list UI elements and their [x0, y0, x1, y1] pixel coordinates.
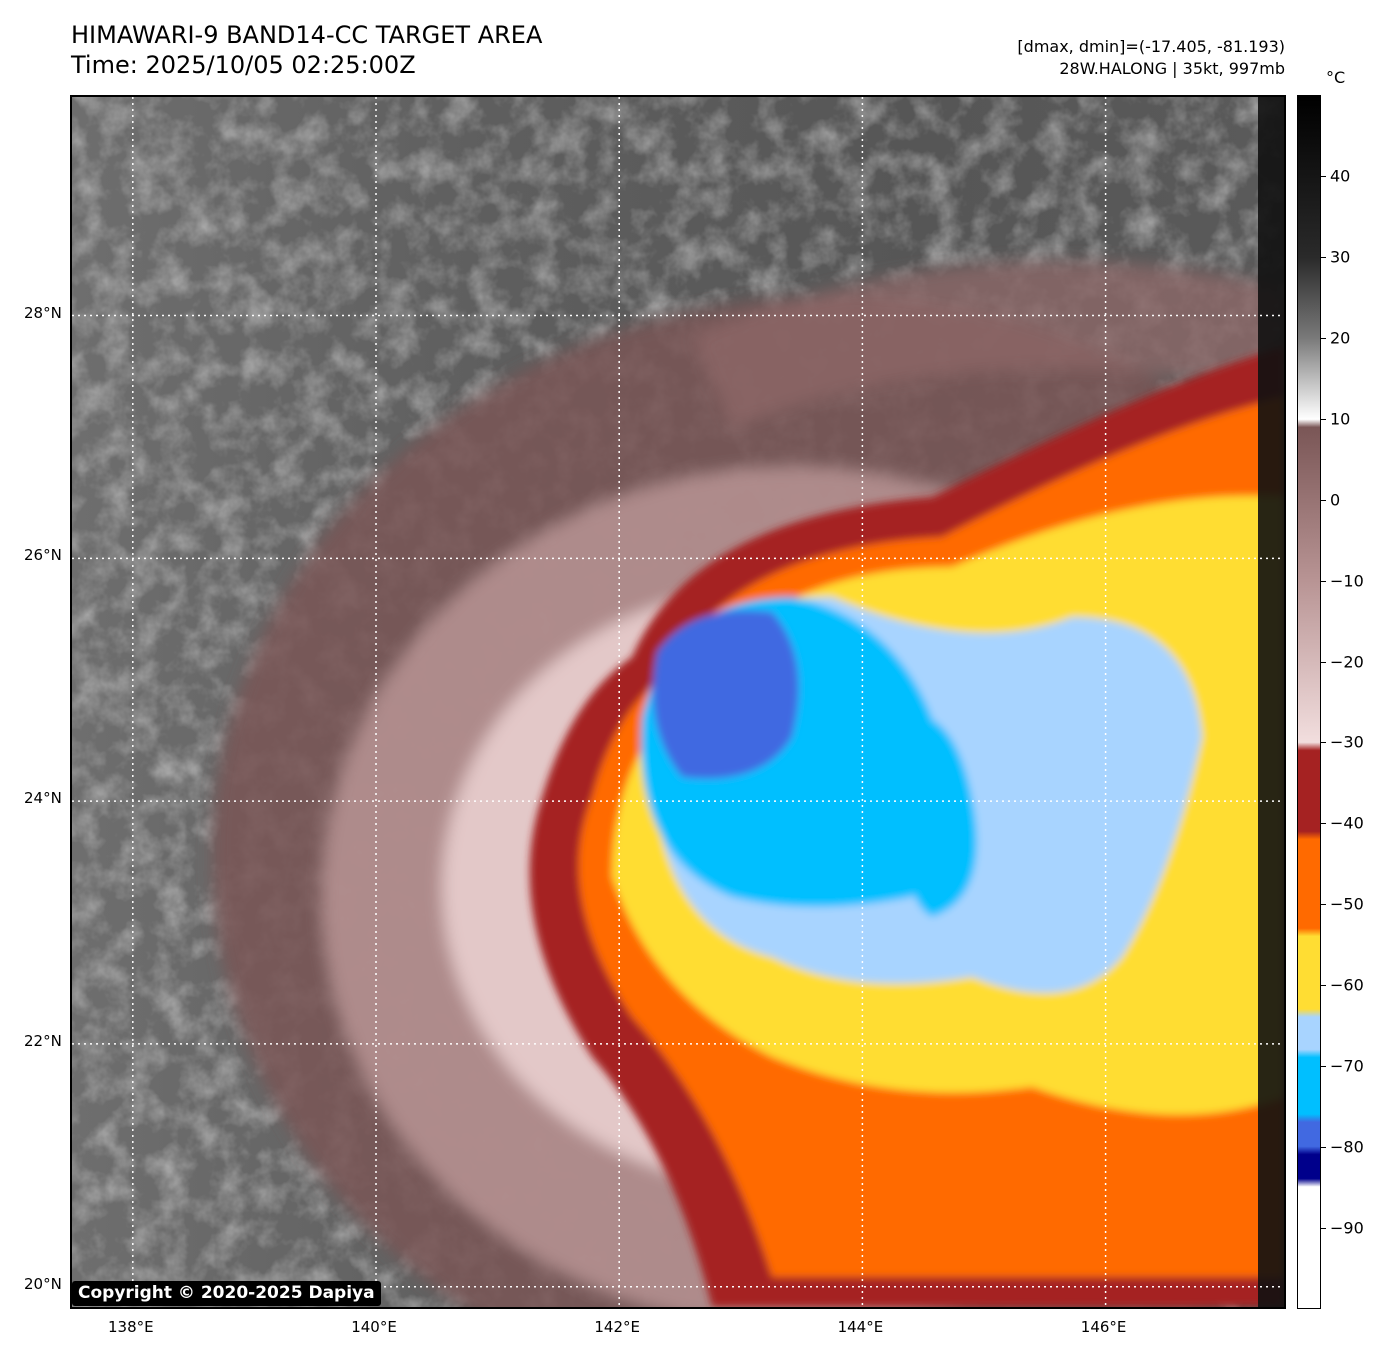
- colorbar-tick-label: 20: [1330, 328, 1351, 348]
- colorbar-tick-mark: [1321, 661, 1326, 663]
- colorbar-tick-mark: [1321, 985, 1326, 987]
- longitude-label: 140°E: [351, 1318, 397, 1336]
- colorbar-tick-mark: [1321, 337, 1326, 339]
- colorbar-tick-mark: [1321, 1066, 1326, 1068]
- latitude-label: 20°N: [24, 1274, 62, 1293]
- colorbar-tick-label: −90: [1330, 1218, 1364, 1238]
- satellite-imagery: [72, 97, 1284, 1307]
- temperature-range: [dmax, dmin]=(-17.405, -81.193): [1017, 37, 1285, 56]
- colorbar-tick-label: −80: [1330, 1137, 1364, 1157]
- colorbar-tick-label: −20: [1330, 652, 1364, 672]
- chart-title: HIMAWARI-9 BAND14-CC TARGET AREA: [71, 21, 543, 49]
- latitude-label: 22°N: [24, 1031, 62, 1050]
- colorbar-tick-mark: [1321, 904, 1326, 906]
- satellite-map: [70, 95, 1286, 1309]
- colorbar-tick-mark: [1321, 175, 1326, 177]
- colorbar-tick-mark: [1321, 823, 1326, 825]
- copyright-label: Copyright © 2020-2025 Dapiya: [72, 1281, 381, 1306]
- longitude-label: 138°E: [107, 1318, 154, 1336]
- longitude-label: 146°E: [1080, 1318, 1127, 1336]
- chart-time: Time: 2025/10/05 02:25:00Z: [71, 51, 416, 79]
- colorbar: [1297, 95, 1321, 1309]
- storm-info: 28W.HALONG | 35kt, 997mb: [1059, 59, 1285, 78]
- colorbar-tick-label: −50: [1330, 894, 1364, 914]
- colorbar-tick-mark: [1321, 580, 1326, 582]
- colorbar-tick-label: 10: [1330, 409, 1351, 429]
- colorbar-tick-mark: [1321, 1147, 1326, 1149]
- colorbar-tick-mark: [1321, 1228, 1326, 1230]
- colorbar-tick-label: 0: [1330, 490, 1341, 510]
- colorbar-tick-label: 30: [1330, 247, 1351, 267]
- colorbar-tick-label: −60: [1330, 975, 1364, 995]
- colorbar-tick-mark: [1321, 742, 1326, 744]
- colorbar-tick-mark: [1321, 256, 1326, 258]
- latitude-label: 26°N: [24, 546, 62, 565]
- colorbar-gradient: [1298, 96, 1320, 1308]
- colorbar-tick-label: −10: [1330, 571, 1364, 591]
- latitude-label: 24°N: [24, 789, 62, 808]
- longitude-label: 144°E: [837, 1318, 884, 1336]
- longitude-label: 142°E: [594, 1318, 640, 1336]
- colorbar-unit: °C: [1326, 68, 1346, 87]
- colorbar-tick-label: −30: [1330, 732, 1364, 752]
- colorbar-tick-label: −70: [1330, 1056, 1364, 1076]
- latitude-label: 28°N: [24, 303, 62, 322]
- colorbar-tick-mark: [1321, 418, 1326, 420]
- colorbar-tick-label: −40: [1330, 813, 1364, 833]
- colorbar-tick-mark: [1321, 499, 1326, 501]
- colorbar-tick-label: 40: [1330, 166, 1351, 186]
